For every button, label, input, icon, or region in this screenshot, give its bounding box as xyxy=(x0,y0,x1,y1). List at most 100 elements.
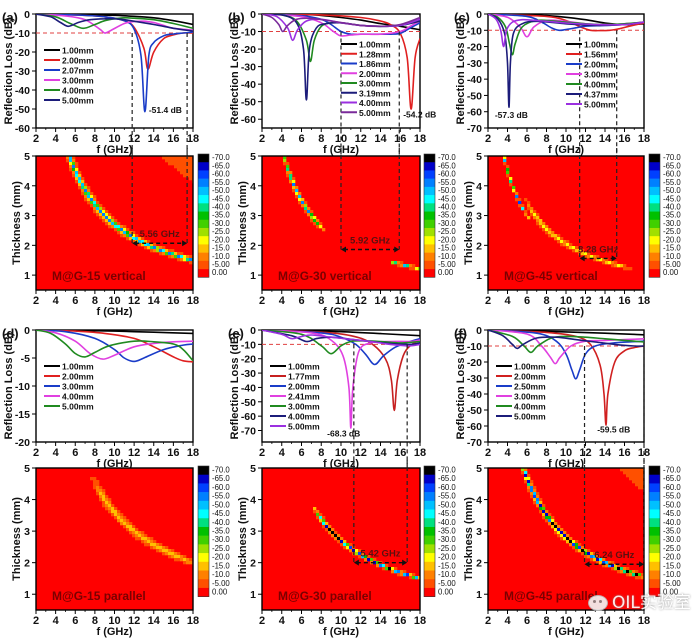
heatmap-cell xyxy=(575,246,579,250)
heatmap-cell xyxy=(189,255,193,259)
legend-label: 3.00mm xyxy=(359,79,391,89)
heatmap-cell xyxy=(554,528,558,532)
heatmap-cell xyxy=(189,156,193,160)
heatmap-cell xyxy=(174,252,178,256)
heatmap-cell xyxy=(563,240,567,244)
heatmap-cell xyxy=(78,171,82,175)
heatmap-cell xyxy=(629,468,633,472)
heatmap-cell xyxy=(602,261,606,265)
heatmap-cell xyxy=(349,543,353,547)
x-tick-label: 4 xyxy=(504,615,511,627)
heatmap-cell xyxy=(93,486,97,490)
heatmap-cell xyxy=(189,558,193,562)
heatmap-cell xyxy=(569,543,573,547)
y-tick-label: -60 xyxy=(241,411,256,423)
y-tick-label: -50 xyxy=(241,97,256,109)
heatmap-cell xyxy=(623,567,627,571)
colorbar-swatch xyxy=(649,579,660,589)
heatmap-cell xyxy=(111,504,115,508)
heatmap-cell xyxy=(183,555,187,559)
heatmap-cell xyxy=(629,570,633,574)
x-tick-label: 12 xyxy=(579,615,591,627)
colorbar-swatch xyxy=(198,211,209,221)
heatmap-cell xyxy=(189,258,193,262)
x-tick-label: 16 xyxy=(394,295,406,307)
x-tick-label: 14 xyxy=(374,447,387,459)
x-tick-label: 16 xyxy=(618,447,630,459)
x-tick-label: 6 xyxy=(298,133,304,145)
heatmap-cell xyxy=(135,237,139,241)
heatmap-cell xyxy=(93,204,97,208)
colorbar-label: -35.0 xyxy=(212,211,230,220)
colorbar-label: -5.00 xyxy=(663,260,681,269)
heatmap-cell xyxy=(337,540,341,544)
y-tick-label: -15 xyxy=(15,409,30,421)
peak-annotation: -68.3 dB xyxy=(327,428,360,438)
heatmap-cell xyxy=(551,522,555,526)
heatmap-cell xyxy=(87,186,91,190)
heatmap-cell xyxy=(641,474,644,478)
colorbar-swatch xyxy=(198,570,209,580)
heatmap-cell xyxy=(117,222,121,226)
colorbar-label: -55.0 xyxy=(438,492,456,501)
heatmap-cell xyxy=(102,213,106,217)
y-tick-label: 1 xyxy=(250,589,256,601)
heatmap-cell xyxy=(111,507,115,511)
heatmap-cell xyxy=(81,186,85,190)
x-tick-label: 16 xyxy=(394,133,406,145)
heatmap-cell xyxy=(183,174,187,178)
arrow-head-left xyxy=(584,561,590,568)
heatmap-cell xyxy=(177,165,181,169)
heatmap-cell xyxy=(81,177,85,181)
x-tick-label: 2 xyxy=(485,295,491,307)
series-line xyxy=(36,14,193,34)
heatmap-cell xyxy=(533,210,537,214)
colorbar-swatch xyxy=(649,170,660,179)
colorbar-frame xyxy=(423,465,436,597)
heatmap-cell xyxy=(391,570,395,574)
colorbar-swatch xyxy=(198,186,209,196)
heatmap-cell xyxy=(96,489,100,493)
colorbar-swatch xyxy=(198,154,209,163)
y-axis-label: Reflection Loss (dB) xyxy=(229,17,241,124)
heatmap-cell xyxy=(554,237,558,241)
y-tick-label: -30 xyxy=(467,58,482,70)
arrow-head-left xyxy=(579,255,585,262)
y-tick-label: 5 xyxy=(250,151,256,163)
y-tick-label: -40 xyxy=(467,74,482,86)
heatmap-cell xyxy=(183,165,187,169)
heatmap-cell xyxy=(325,522,329,526)
arrow-head-right xyxy=(402,559,408,566)
heatmap-cell xyxy=(114,225,118,229)
heatmap-cell xyxy=(620,567,624,571)
colorbar-label: -70.0 xyxy=(663,466,681,475)
heatmap-cell xyxy=(569,540,573,544)
heatmap-cell xyxy=(527,483,531,487)
series-group xyxy=(488,330,644,427)
heatmap-cell xyxy=(162,249,166,253)
y-tick-label: -10 xyxy=(15,381,30,393)
heatmap-cell xyxy=(162,156,166,160)
x-tick-label: 16 xyxy=(394,447,406,459)
heatmap-cell xyxy=(72,168,76,172)
heatmap-cell xyxy=(132,528,136,532)
heatmap-cell xyxy=(304,207,308,211)
heatmap-cell xyxy=(168,252,172,256)
heatmap-cell xyxy=(328,525,332,529)
colorbar-label: -25.0 xyxy=(663,544,681,553)
x-tick-label: 4 xyxy=(279,615,286,627)
colorbar-swatch xyxy=(649,544,660,554)
heatmap-cell xyxy=(286,162,290,166)
colorbar-swatch xyxy=(198,162,209,171)
heatmap-cell xyxy=(352,549,356,553)
y-axis-label: Reflection Loss (dB) xyxy=(229,332,241,439)
heatmap-cell xyxy=(174,165,178,169)
x-tick-label: 14 xyxy=(599,133,612,145)
y-axis-label: Thickness (mm) xyxy=(237,181,249,265)
heatmap-cell xyxy=(545,519,549,523)
x-tick-label: 12 xyxy=(579,447,591,459)
arrow-head-right xyxy=(182,240,188,247)
heatmap-cell xyxy=(123,231,127,235)
x-tick-label: 2 xyxy=(33,295,39,307)
heatmap-cell xyxy=(150,540,154,544)
